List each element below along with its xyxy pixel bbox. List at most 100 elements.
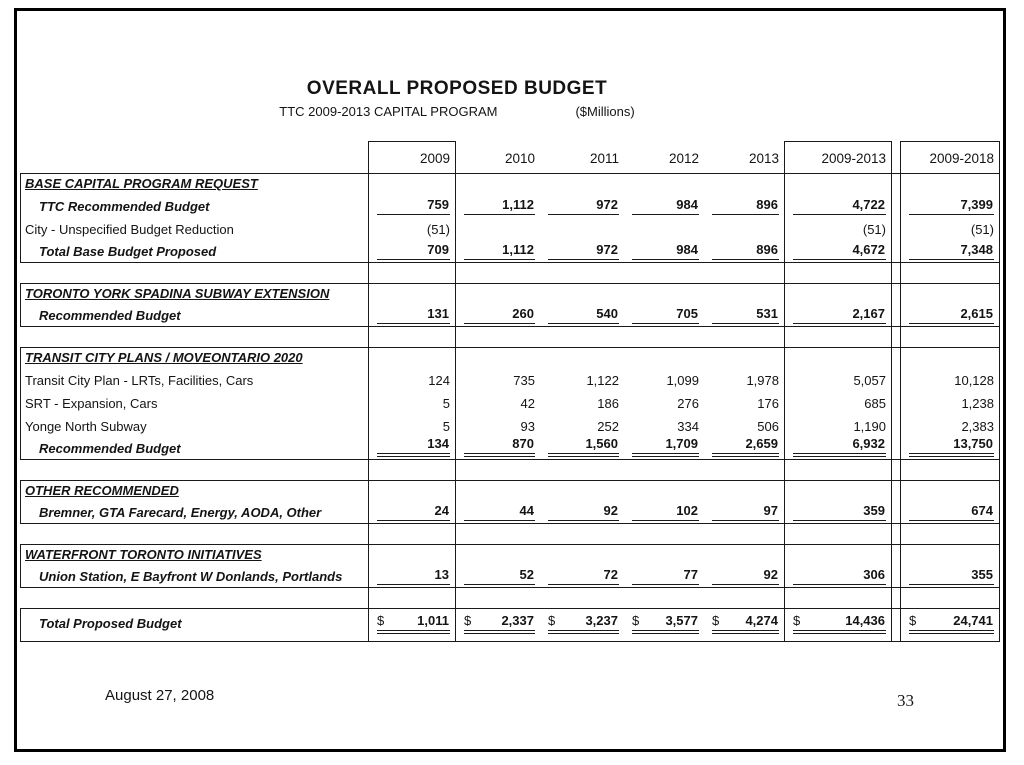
spacer-cell: [624, 263, 704, 283]
ruled-value: 260: [464, 306, 535, 324]
spacer-cell: [540, 460, 624, 480]
value-cell: 93: [456, 414, 540, 437]
value-cell: 2,167: [784, 304, 892, 327]
column-gap: [892, 501, 900, 524]
cell-value: 984: [676, 197, 698, 213]
ruled-value: 531: [712, 306, 779, 324]
spacer-cell: [540, 173, 624, 194]
column-gap: [892, 347, 900, 368]
spacer-cell: [900, 327, 1000, 347]
spacer-cell: [900, 347, 1000, 368]
cell-value: 4,672: [852, 242, 885, 258]
value-cell: $3,577: [624, 608, 704, 642]
ruled-value: $24,741: [909, 613, 994, 634]
cell-value: 2,615: [960, 306, 993, 322]
column-header: 2012: [624, 141, 704, 173]
cell-value: 97: [763, 503, 778, 519]
spacer-cell: [456, 263, 540, 283]
column-gap: [892, 608, 900, 642]
units-label: ($Millions): [575, 104, 635, 119]
value-cell: (51): [900, 217, 1000, 240]
cell-value: 13: [434, 567, 449, 583]
ruled-value: 2,659: [712, 436, 779, 457]
column-header: 2010: [456, 141, 540, 173]
cell-value: 2,167: [852, 306, 885, 322]
cell-value: 252: [597, 419, 619, 435]
dollar-sign: $: [548, 613, 556, 629]
dollar-sign: $: [377, 613, 385, 629]
value-cell: 124: [368, 368, 456, 391]
cell-value: 1,190: [853, 419, 886, 435]
row-label: Recommended Budget: [20, 304, 368, 327]
ruled-value: 984: [632, 242, 699, 260]
spacer-cell: [784, 263, 892, 283]
value-cell: 1,122: [540, 368, 624, 391]
spacer-cell: [784, 283, 892, 304]
spacer-cell: [368, 173, 456, 194]
spacer-cell: [20, 524, 368, 544]
spacer-cell: [900, 263, 1000, 283]
value-cell: 97: [704, 501, 784, 524]
cell-value: 5: [442, 419, 450, 435]
cell-value: 3,577: [665, 613, 698, 629]
column-header: 2009-2018: [900, 141, 1000, 173]
spacer-cell: [540, 588, 624, 608]
spacer-cell: [540, 480, 624, 501]
column-header-label: 2011: [589, 151, 619, 167]
value-cell: $4,274: [704, 608, 784, 642]
column-gap: [892, 414, 900, 437]
value-cell: 1,709: [624, 436, 704, 460]
cell-value: 1,112: [502, 242, 534, 258]
cell-value: 1,011: [417, 613, 449, 629]
program-subtitle: TTC 2009-2013 CAPITAL PROGRAM: [279, 104, 498, 119]
section-header: TORONTO YORK SPADINA SUBWAY EXTENSION: [20, 283, 368, 304]
ruled-value: $3,577: [632, 613, 699, 634]
row-label: Transit City Plan - LRTs, Facilities, Ca…: [20, 368, 368, 391]
cell-value: 6,932: [852, 436, 885, 452]
cell-value: 870: [512, 436, 534, 452]
cell-value: 735: [513, 373, 535, 389]
ruled-value: 24: [377, 503, 450, 521]
cell-value: 334: [677, 419, 699, 435]
ruled-value: 1,112: [464, 242, 535, 260]
value-cell: 10,128: [900, 368, 1000, 391]
spacer-cell: [624, 327, 704, 347]
value-cell: 2,615: [900, 304, 1000, 327]
ruled-value: $1,011: [377, 613, 450, 634]
spacer-cell: [540, 524, 624, 544]
value-cell: 674: [900, 501, 1000, 524]
value-cell: 276: [624, 391, 704, 414]
value-cell: 334: [624, 414, 704, 437]
ruled-value: 97: [712, 503, 779, 521]
spacer-cell: [784, 524, 892, 544]
row-label: Total Base Budget Proposed: [20, 240, 368, 263]
value-cell: 4,722: [784, 194, 892, 217]
value-cell: $14,436: [784, 608, 892, 642]
spacer-cell: [368, 588, 456, 608]
spacer-cell: [704, 173, 784, 194]
ruled-value: $3,237: [548, 613, 619, 634]
cell-value: 93: [520, 419, 535, 435]
cell-value: 14,436: [845, 613, 885, 629]
cell-value: 2,659: [745, 436, 778, 452]
page-number: 33: [897, 691, 914, 710]
section-header: BASE CAPITAL PROGRAM REQUEST: [20, 173, 368, 194]
spacer-cell: [900, 480, 1000, 501]
spacer-cell: [368, 283, 456, 304]
value-cell: 24: [368, 501, 456, 524]
value-cell: 134: [368, 436, 456, 460]
cell-value: 7,348: [960, 242, 993, 258]
spacer-cell: [704, 283, 784, 304]
row-label: Total Proposed Budget: [20, 608, 368, 642]
value-cell: 972: [540, 240, 624, 263]
value-cell: 984: [624, 194, 704, 217]
spacer-cell: [784, 460, 892, 480]
ruled-value: $14,436: [793, 613, 886, 634]
value-cell: 72: [540, 565, 624, 588]
column-gap: [892, 368, 900, 391]
column-gap: [892, 524, 900, 544]
cell-value: 984: [676, 242, 698, 258]
value-cell: [540, 217, 624, 240]
cell-value: 124: [428, 373, 450, 389]
spacer-cell: [456, 173, 540, 194]
